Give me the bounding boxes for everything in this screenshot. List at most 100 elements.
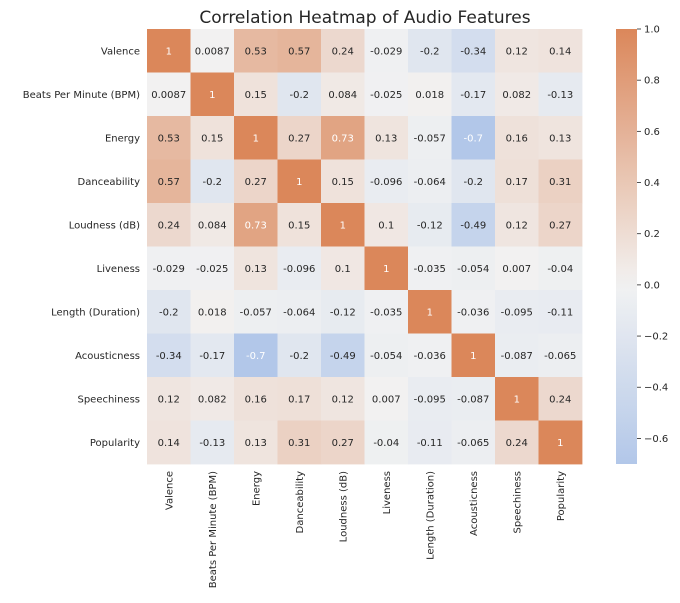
heatmap-cell — [364, 333, 409, 378]
heatmap-cell — [364, 420, 409, 465]
cell-value-label: -0.11 — [417, 438, 443, 449]
cell-value-label: 0.1 — [378, 220, 394, 231]
heatmap-cell — [495, 420, 539, 465]
cell-value-label: -0.036 — [457, 307, 489, 318]
heatmap-cell — [364, 203, 409, 247]
heatmap-cell — [451, 333, 496, 378]
cell-value-label: 0.27 — [549, 220, 571, 231]
cell-value-label: 1 — [296, 177, 302, 188]
cell-value-label: 0.12 — [506, 46, 528, 57]
cell-value-label: -0.025 — [196, 264, 228, 275]
cell-value-label: 0.16 — [245, 394, 267, 405]
heatmap-cell — [364, 72, 409, 117]
cell-value-label: 1 — [514, 394, 520, 405]
cell-value-label: 0.14 — [549, 46, 571, 57]
cell-value-label: -0.029 — [153, 264, 185, 275]
heatmap-cell — [408, 377, 452, 421]
cell-value-label: -0.13 — [199, 438, 225, 449]
column-tick-label: Liveness — [382, 471, 393, 514]
cell-value-label: 0.24 — [549, 394, 571, 405]
cell-value-label: 0.018 — [198, 307, 227, 318]
heatmap-cell — [451, 29, 496, 73]
chart-title: Correlation Heatmap of Audio Features — [199, 8, 530, 28]
cell-value-label: -0.12 — [330, 307, 356, 318]
colorbar-tick-label: 0.0 — [644, 280, 660, 291]
row-tick-label: Beats Per Minute (BPM) — [23, 90, 140, 101]
cell-value-label: -0.065 — [544, 351, 576, 362]
row-tick-labels: Valence Beats Per Minute (BPM) Energy Dance… — [23, 46, 140, 449]
cell-value-label: 0.27 — [245, 177, 267, 188]
cell-value-label: -0.087 — [501, 351, 533, 362]
row-tick-label: Length (Duration) — [51, 307, 140, 318]
cell-value-label: 0.14 — [158, 438, 180, 449]
heatmap-cell — [234, 159, 278, 204]
heatmap-cell — [364, 377, 409, 421]
cell-value-label: 0.13 — [375, 133, 397, 144]
heatmap-cell — [408, 420, 452, 465]
cell-value-label: 0.12 — [332, 394, 354, 405]
heatmap-cell — [451, 377, 496, 421]
cell-value-label: 0.15 — [332, 177, 354, 188]
cell-value-label: 0.084 — [328, 90, 357, 101]
cell-value-label: -0.7 — [246, 351, 266, 362]
heatmap-cell — [364, 29, 409, 73]
heatmap-cell — [321, 72, 365, 117]
heatmap-cell — [147, 29, 191, 73]
colorbar: 1.0 0.8 0.6 0.4 0.2 0.0 −0.2 −0.4 −0.6 — [616, 25, 668, 464]
heatmap-cell — [495, 377, 539, 421]
heatmap-cell — [147, 246, 191, 291]
heatmap-cell — [321, 377, 365, 421]
cell-value-label: 0.31 — [288, 438, 310, 449]
heatmap-cell — [277, 333, 322, 378]
heatmap-cell — [321, 290, 365, 334]
cell-value-label: -0.2 — [289, 351, 309, 362]
heatmap-cell — [451, 72, 496, 117]
heatmap-cell — [538, 159, 583, 204]
heatmap-cell — [321, 246, 365, 291]
heatmap-cell — [321, 203, 365, 247]
heatmap-cell — [277, 203, 322, 247]
column-tick-label: Popularity — [556, 471, 567, 521]
heatmap-cell — [408, 116, 452, 160]
heatmap-cell — [190, 203, 235, 247]
heatmap-cell — [495, 29, 539, 73]
colorbar-tick-label: 1.0 — [644, 25, 660, 36]
heatmap-cell — [321, 29, 365, 73]
row-tick-label: Danceability — [78, 177, 141, 188]
cell-value-label: -0.2 — [159, 307, 179, 318]
heatmap-cell — [147, 116, 191, 160]
cell-value-label: 0.13 — [245, 438, 267, 449]
heatmap-cell — [364, 290, 409, 334]
heatmap-cell — [147, 333, 191, 378]
cell-value-label: -0.34 — [460, 46, 486, 57]
cell-value-label: -0.057 — [240, 307, 272, 318]
cell-value-label: 0.24 — [158, 220, 180, 231]
cell-value-label: 0.57 — [288, 46, 310, 57]
cell-value-label: 1 — [166, 46, 172, 57]
heatmap-cell — [538, 246, 583, 291]
cell-value-label: -0.025 — [370, 90, 402, 101]
heatmap-cell — [277, 420, 322, 465]
heatmap-cell — [495, 72, 539, 117]
cell-value-label: -0.2 — [202, 177, 222, 188]
heatmap-cells: 1 0.0087 0.53 0.57 0.24 -0.029 -0.2 -0.34 0.12 0.… — [147, 29, 583, 465]
heatmap-cell — [190, 420, 235, 465]
cell-value-label: 1 — [470, 351, 476, 362]
cell-value-label: 0.0087 — [151, 90, 186, 101]
heatmap-cell — [190, 159, 235, 204]
heatmap-cell — [277, 29, 322, 73]
row-tick-label: Acousticness — [75, 351, 140, 362]
heatmap-cell — [190, 72, 235, 117]
cell-value-label: -0.096 — [283, 264, 315, 275]
cell-value-label: 1 — [253, 133, 259, 144]
cell-value-label: -0.065 — [457, 438, 489, 449]
cell-value-label: -0.17 — [199, 351, 225, 362]
cell-value-label: -0.087 — [457, 394, 489, 405]
heatmap-cell — [190, 116, 235, 160]
cell-value-label: -0.49 — [330, 351, 356, 362]
heatmap-cell — [451, 116, 496, 160]
cell-value-label: 0.17 — [288, 394, 310, 405]
heatmap-cell — [234, 290, 278, 334]
heatmap-cell — [277, 116, 322, 160]
column-tick-label: Energy — [251, 471, 262, 506]
